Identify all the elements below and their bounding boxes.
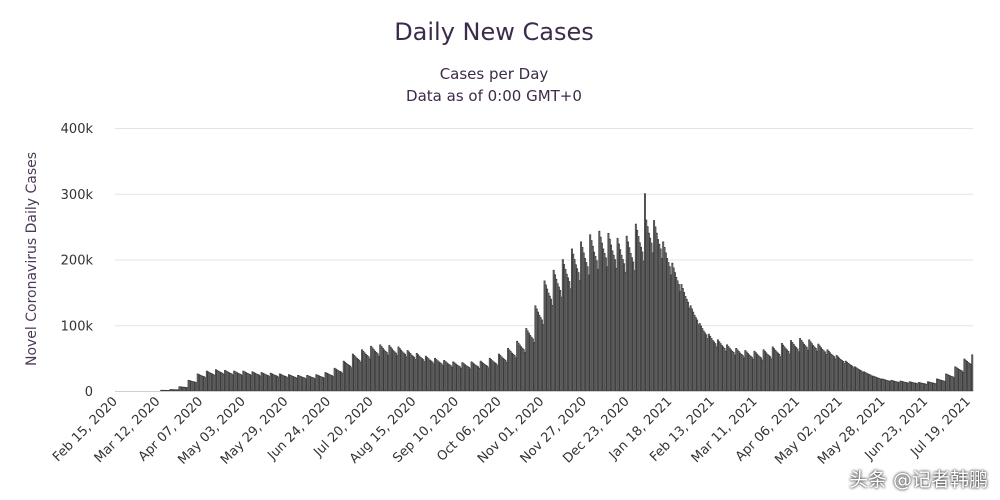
- bars-group: [160, 193, 974, 392]
- chart-subtitle-line-1: Cases per Day: [440, 65, 549, 83]
- watermark: 头条 @记者韩鹏: [848, 469, 988, 491]
- daily-cases-bar: [971, 354, 974, 392]
- y-tick-label: 400k: [61, 122, 94, 137]
- chart-title: Daily New Cases: [394, 18, 594, 46]
- y-axis-label: Novel Coronavirus Daily Cases: [24, 152, 40, 366]
- y-tick-labels: 0 100k 200k 300k 400k: [61, 122, 94, 400]
- chart-subtitle-line-2: Data as of 0:00 GMT+0: [406, 87, 582, 105]
- y-tick-label: 100k: [61, 319, 94, 334]
- y-tick-label: 200k: [61, 254, 94, 269]
- y-tick-label: 0: [85, 385, 93, 400]
- y-tick-label: 300k: [61, 188, 94, 203]
